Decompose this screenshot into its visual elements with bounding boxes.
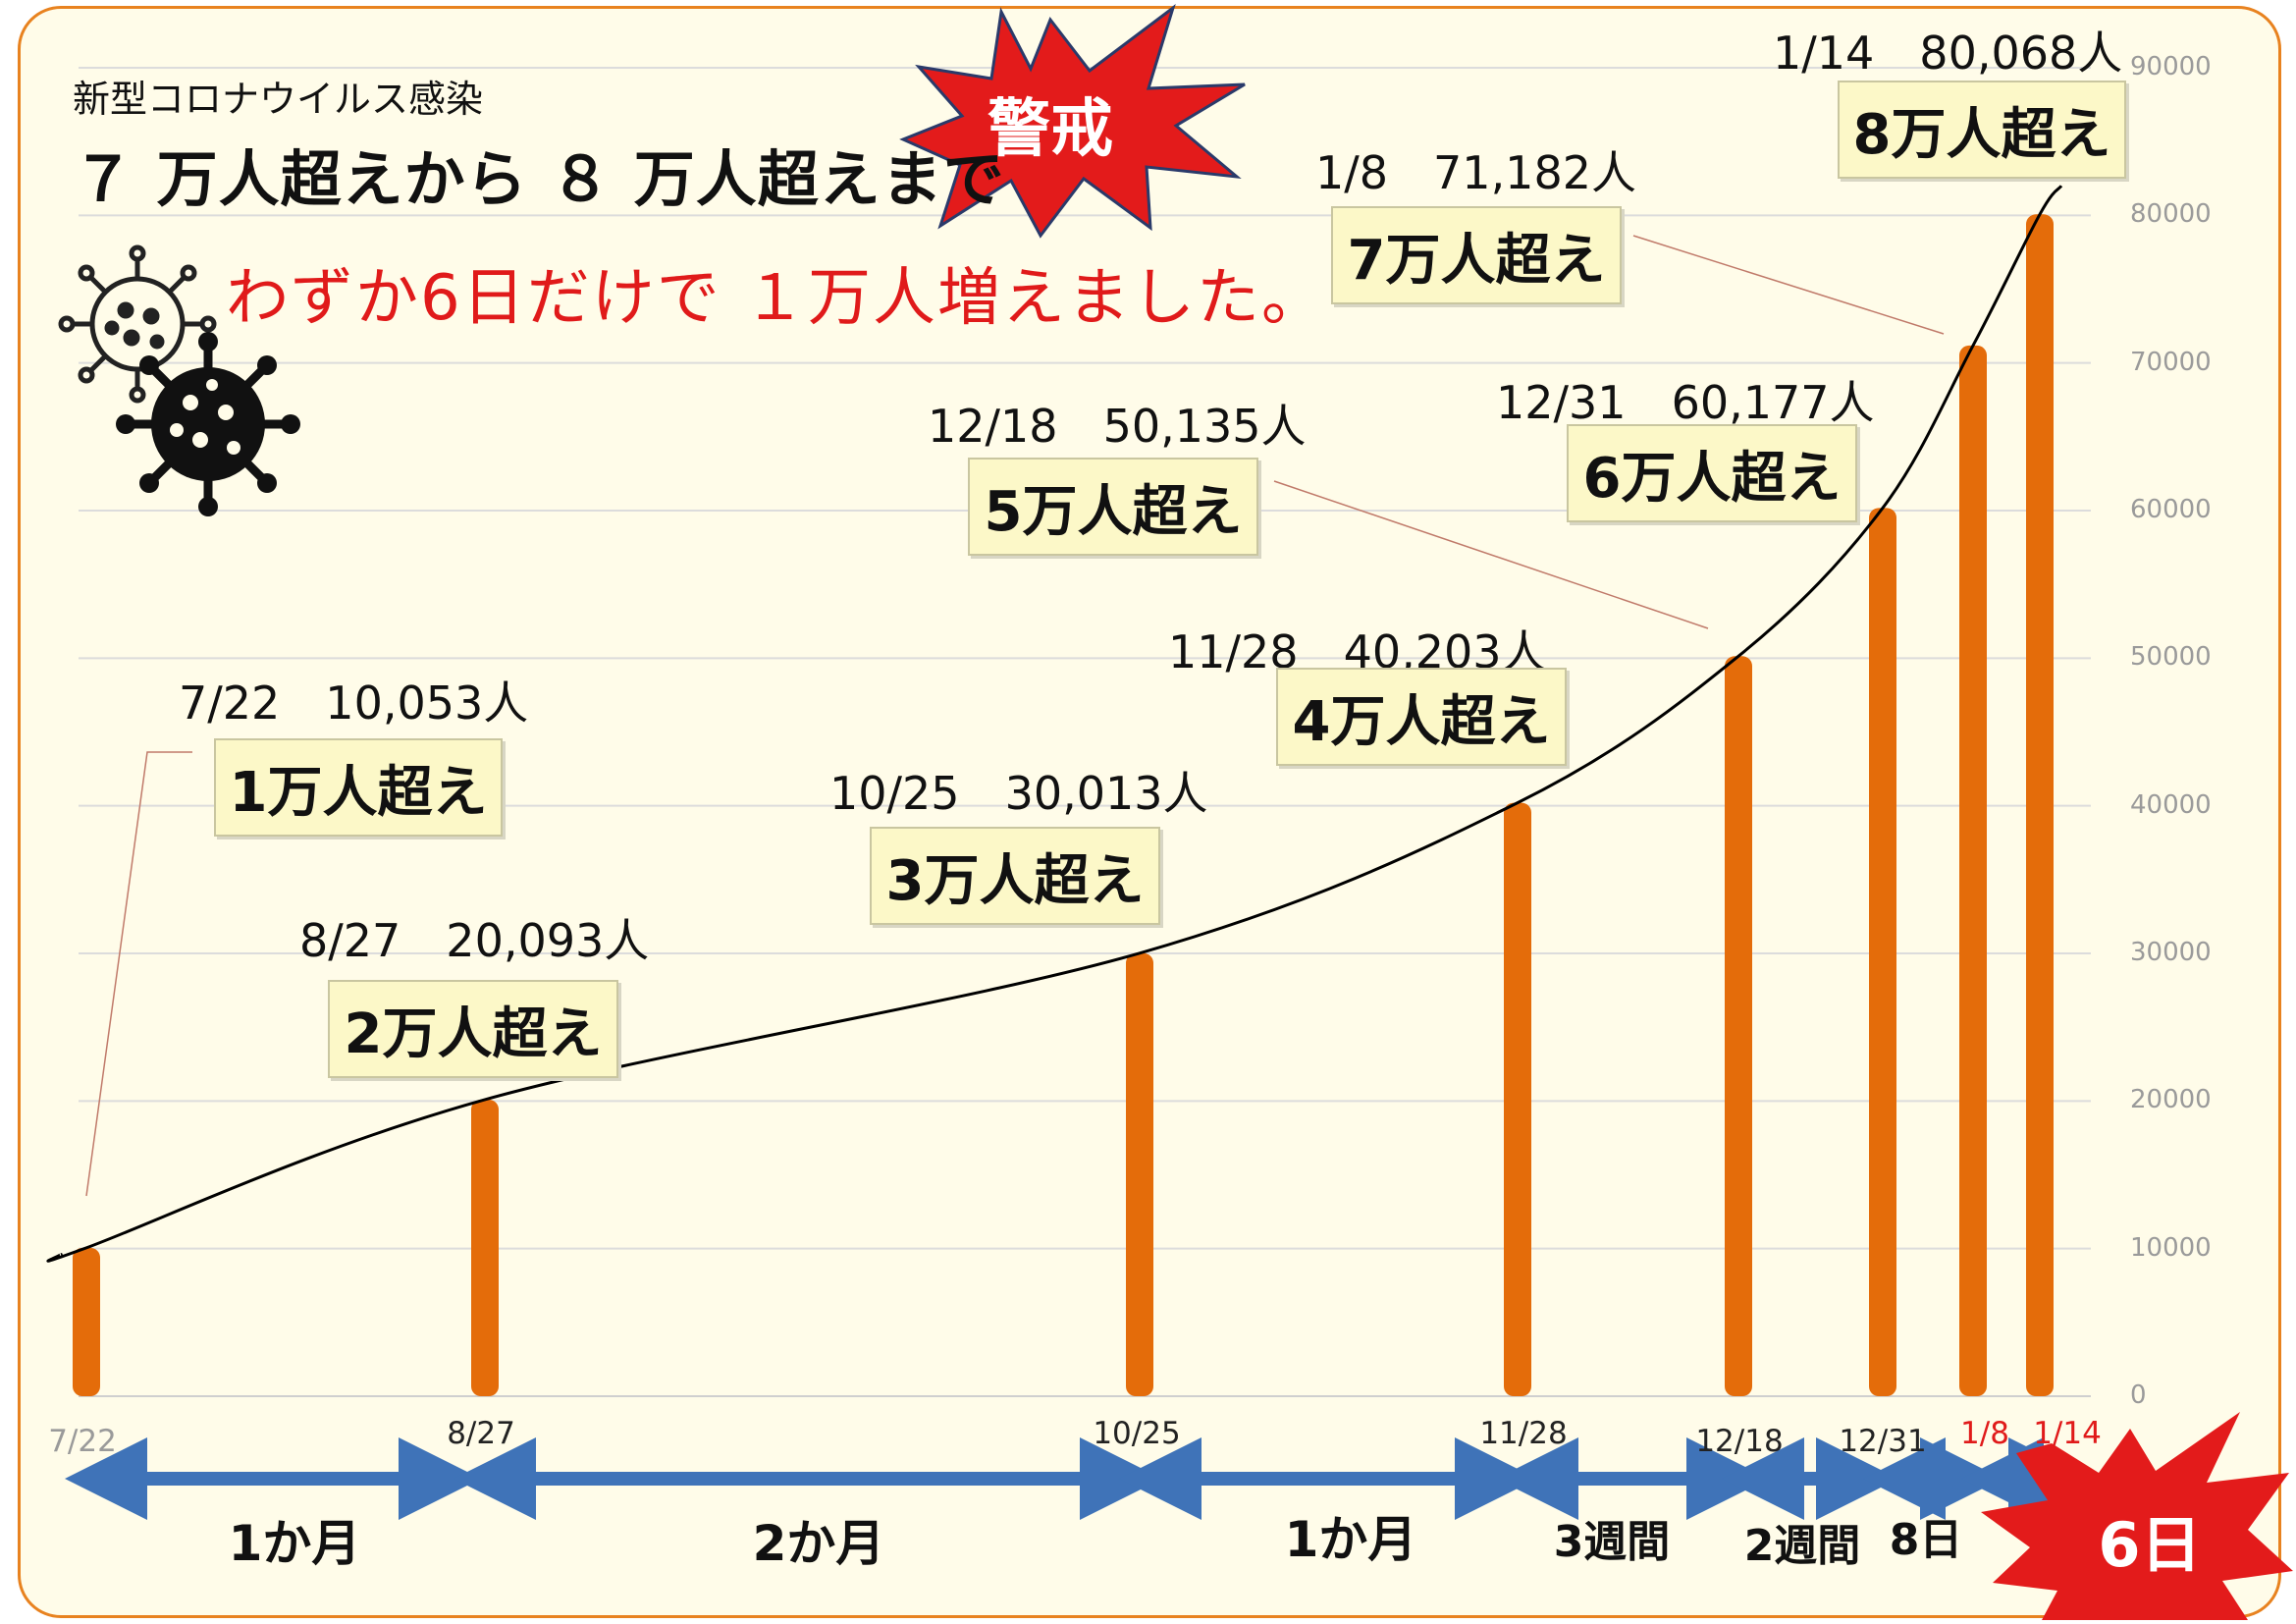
- interval-label: 1か月: [228, 1515, 361, 1572]
- bar: [2026, 214, 2054, 1397]
- chart-title: ７ 万人超えから ８ 万人超えまで: [73, 143, 1005, 215]
- x-tick-label: 10/25: [1093, 1416, 1181, 1451]
- x-tick-label: 7/22: [48, 1424, 117, 1459]
- y-tick-label: 60000: [2130, 495, 2212, 524]
- bar: [73, 1247, 100, 1396]
- y-tick-label: 20000: [2130, 1085, 2212, 1115]
- days-label: 6日: [2098, 1509, 2202, 1581]
- milestone-box: 5万人超え: [968, 458, 1258, 556]
- y-tick-label: 50000: [2130, 642, 2212, 673]
- bar: [471, 1099, 499, 1396]
- bar: [1725, 656, 1752, 1396]
- chart-subtitle: 新型コロナウイルス感染: [73, 78, 484, 121]
- milestone-box: 1万人超え: [214, 738, 503, 837]
- interval-label: 3週間: [1553, 1517, 1671, 1567]
- value-callout: 8/27 20,093人: [299, 914, 650, 967]
- y-tick-label: 70000: [2130, 347, 2212, 377]
- milestone-box: 4万人超え: [1276, 668, 1567, 766]
- leader-line: [85, 751, 192, 1197]
- x-tick-label: 12/18: [1695, 1424, 1784, 1459]
- interval-label: 1か月: [1284, 1511, 1417, 1568]
- highlight-text: わずか6日だけで １万人増えました。: [226, 262, 1327, 335]
- alert-label: 警戒: [988, 93, 1113, 166]
- alert-burst-icon: [899, 4, 1246, 239]
- cumulative-line: [46, 185, 2063, 1263]
- value-callout: 7/22 10,053人: [179, 677, 529, 730]
- y-tick-label: 10000: [2130, 1232, 2212, 1263]
- x-tick-label: 8/27: [447, 1416, 515, 1451]
- milestone-box: 8万人超え: [1838, 81, 2126, 179]
- y-tick-label: 40000: [2130, 789, 2212, 820]
- milestone-box: 7万人超え: [1331, 206, 1622, 304]
- milestone-box: 2万人超え: [328, 980, 618, 1078]
- value-callout: 10/25 30,013人: [829, 767, 1208, 820]
- virus-outline-icon: [58, 244, 217, 404]
- interval-label: 8日: [1889, 1515, 1963, 1565]
- x-tick-label: 1/14: [2033, 1416, 2102, 1451]
- x-tick-label: 12/31: [1839, 1424, 1927, 1459]
- bar: [1504, 802, 1531, 1396]
- leader-line: [1632, 235, 1945, 335]
- value-callout: 1/14 80,068人: [1773, 27, 2123, 80]
- virus-solid-icon: [116, 332, 300, 516]
- bar: [1126, 952, 1153, 1396]
- bar: [1869, 508, 1896, 1396]
- y-tick-label: 90000: [2130, 52, 2212, 81]
- x-tick-label: 1/8: [1960, 1416, 2009, 1451]
- y-tick-label: 0: [2130, 1380, 2147, 1410]
- days-burst-icon: [1981, 1412, 2293, 1620]
- leader-line: [1273, 480, 1709, 629]
- y-tick-label: 80000: [2130, 199, 2212, 230]
- value-callout: 12/31 60,177人: [1496, 376, 1875, 429]
- y-tick-label: 30000: [2130, 938, 2212, 967]
- interval-label: 2か月: [752, 1515, 885, 1572]
- interval-label: 2週間: [1743, 1521, 1861, 1571]
- milestone-box: 3万人超え: [870, 827, 1160, 925]
- bar: [1959, 345, 1987, 1397]
- value-callout: 12/18 50,135人: [928, 400, 1307, 453]
- value-callout: 1/8 71,182人: [1315, 146, 1636, 199]
- x-tick-label: 11/28: [1479, 1416, 1568, 1451]
- milestone-box: 6万人超え: [1567, 424, 1857, 522]
